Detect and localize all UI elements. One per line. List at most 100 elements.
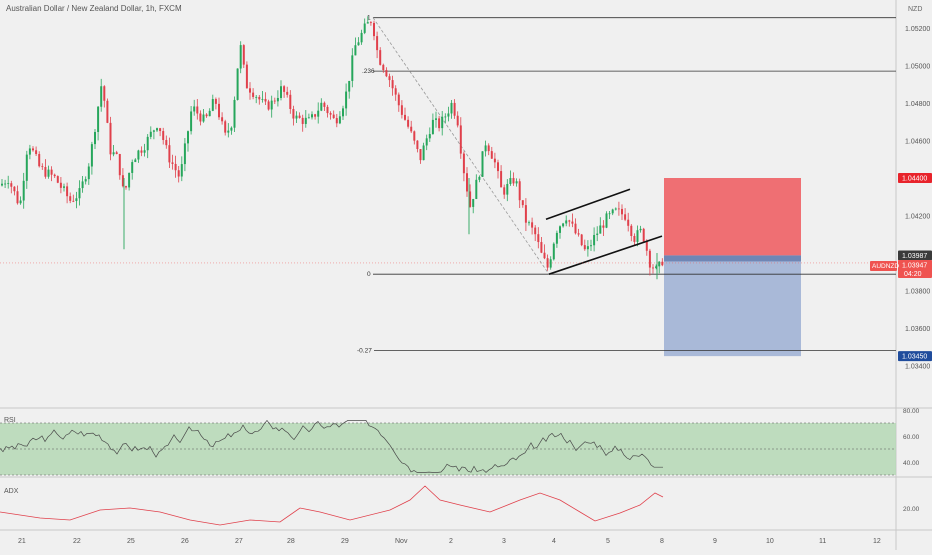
x-tick-label: 28 xyxy=(287,538,295,545)
y-tick-label: 1.03400 xyxy=(905,364,930,371)
candle-body xyxy=(323,102,326,107)
candle-body xyxy=(131,162,134,173)
candle-body xyxy=(286,91,289,95)
candle-body xyxy=(280,86,282,98)
candle-body xyxy=(487,145,490,152)
candle-body xyxy=(63,186,65,188)
candle-body xyxy=(407,119,410,127)
y-tick-label: 1.03800 xyxy=(905,289,930,296)
candle-body xyxy=(416,140,419,150)
candle-body xyxy=(410,126,413,132)
candle-body xyxy=(41,166,44,168)
candle-body xyxy=(652,267,654,269)
candle-body xyxy=(627,219,630,226)
candle-body xyxy=(218,103,220,118)
x-tick-label: 8 xyxy=(660,538,664,545)
candle-body xyxy=(404,114,406,120)
candle-body xyxy=(447,113,450,117)
rsi-tick-label: 80.00 xyxy=(903,408,920,415)
candle-body xyxy=(239,45,242,69)
candle-body xyxy=(304,117,307,124)
candle-body xyxy=(419,149,422,161)
price-tag-text: 1.04400 xyxy=(902,176,927,183)
take-profit-zone xyxy=(664,255,801,357)
candle-body xyxy=(38,154,41,167)
candle-body xyxy=(69,196,72,201)
candle-body xyxy=(94,131,96,145)
candle-body xyxy=(22,180,25,201)
candle-body xyxy=(174,163,177,171)
candle-body xyxy=(338,116,341,124)
candle-body xyxy=(118,154,121,176)
candle-body xyxy=(574,223,577,234)
channel-lower-line xyxy=(548,235,663,275)
candle-body xyxy=(50,169,53,175)
candle-body xyxy=(66,186,69,197)
candle-body xyxy=(81,181,84,189)
candle-body xyxy=(475,179,478,199)
candle-body xyxy=(10,183,13,187)
candle-body xyxy=(276,97,279,102)
x-tick-label: 2 xyxy=(449,538,453,545)
candle-body xyxy=(428,134,431,139)
candle-body xyxy=(317,110,320,117)
rsi-line xyxy=(0,419,663,473)
candle-body xyxy=(602,225,605,228)
candle-body xyxy=(431,119,434,135)
currency-label: NZD xyxy=(908,6,923,13)
candle-body xyxy=(580,234,583,246)
candle-body xyxy=(1,183,3,186)
candle-body xyxy=(332,114,335,119)
candle-body xyxy=(146,136,149,151)
fib-level-label: 0 xyxy=(367,271,371,278)
candle-body xyxy=(379,50,382,65)
entry-band xyxy=(664,255,801,262)
price-tag-stop xyxy=(898,173,932,183)
x-tick-label: 25 xyxy=(127,538,135,545)
candle-body xyxy=(221,117,224,122)
candle-body xyxy=(230,127,233,131)
candle-body xyxy=(224,121,227,133)
candle-body xyxy=(360,32,363,43)
candle-body xyxy=(109,122,112,155)
candle-body xyxy=(394,88,397,95)
candle-body xyxy=(106,100,109,123)
candle-body xyxy=(348,80,351,92)
candle-body xyxy=(397,94,400,106)
rsi-tick-label: 40.00 xyxy=(903,460,920,467)
candle-body xyxy=(301,117,304,124)
candle-body xyxy=(571,221,574,224)
candle-body xyxy=(391,80,394,89)
candle-body xyxy=(103,86,106,101)
fib-level-label: -0.27 xyxy=(357,348,372,355)
candle-body xyxy=(7,183,10,185)
candle-body xyxy=(252,92,255,97)
x-tick-label: 5 xyxy=(606,538,610,545)
candle-body xyxy=(369,22,372,24)
candle-body xyxy=(13,186,16,192)
candle-body xyxy=(478,176,481,180)
fib-level-label: 1 xyxy=(367,15,371,22)
candle-body xyxy=(661,261,664,266)
candle-body xyxy=(25,154,28,181)
candle-body xyxy=(611,209,614,214)
candle-body xyxy=(121,175,124,187)
candle-body xyxy=(366,22,369,24)
candle-body xyxy=(351,55,354,81)
candle-body xyxy=(562,223,565,227)
candle-body xyxy=(512,178,515,184)
candle-body xyxy=(524,205,527,223)
candle-body xyxy=(354,45,357,56)
x-tick-label: Nov xyxy=(395,538,408,545)
candle-body xyxy=(267,101,270,110)
candle-body xyxy=(531,222,534,228)
candle-body xyxy=(593,234,596,246)
candle-body xyxy=(249,88,251,93)
candle-body xyxy=(506,183,509,195)
candle-body xyxy=(199,113,202,122)
candle-body xyxy=(329,113,332,115)
candle-body xyxy=(289,94,292,110)
candle-body xyxy=(162,131,165,140)
candle-body xyxy=(459,125,462,154)
